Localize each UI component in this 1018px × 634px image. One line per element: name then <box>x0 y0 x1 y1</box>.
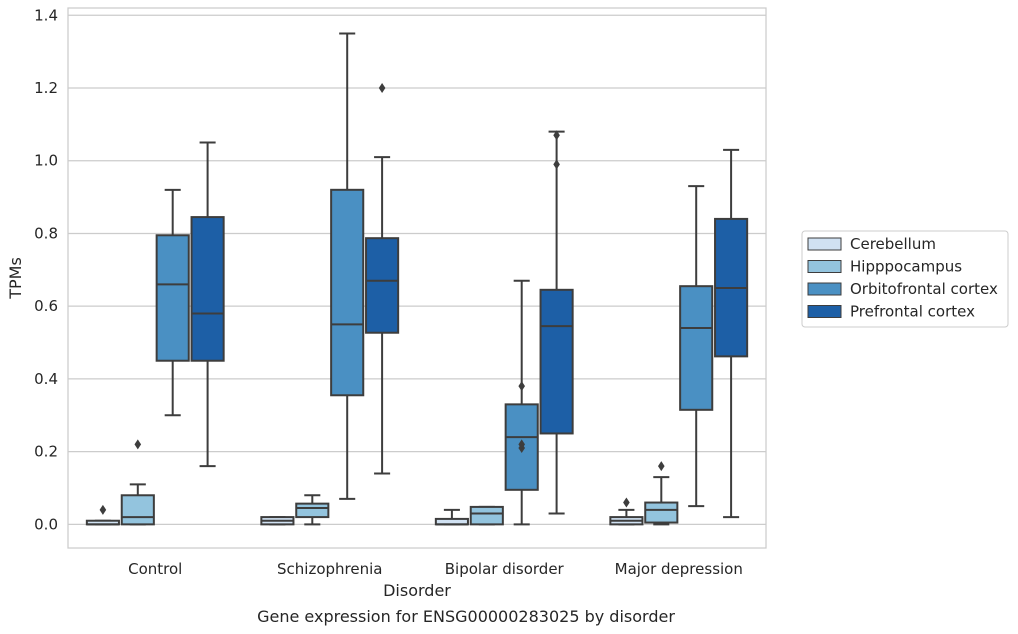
legend-swatch <box>807 282 842 296</box>
y-tick-label: 0.2 <box>34 443 58 461</box>
box-0-2 <box>155 188 190 417</box>
box-iqr <box>469 505 504 526</box>
box-3-0 <box>609 497 644 526</box>
outlier-point <box>518 381 525 392</box>
plot-frame <box>67 7 767 549</box>
outlier-point <box>658 461 665 472</box>
x-axis-label: Disorder <box>383 581 451 600</box>
legend-label: Orbitofrontal cortex <box>850 280 998 298</box>
legend-frame <box>801 230 1009 328</box>
y-tick-label: 0.0 <box>34 515 58 533</box>
outlier-point <box>378 83 386 93</box>
y-tick-label: 0.6 <box>34 297 58 315</box>
x-tick-labels: Control Schizophrenia Bipolar disorder Majo… <box>128 560 743 578</box>
y-tick-label: 0.8 <box>34 224 58 242</box>
box-iqr <box>330 188 365 397</box>
box-iqr <box>539 288 574 435</box>
box-3-1 <box>644 461 679 526</box>
x-tick-label: Bipolar disorder <box>445 560 565 578</box>
legend-label: Prefrontal cortex <box>850 303 975 321</box>
y-tick-label: 1.0 <box>34 152 58 170</box>
y-tick-label: 0.4 <box>34 370 58 388</box>
box-1-2 <box>330 32 365 500</box>
box-3-3 <box>714 148 749 519</box>
box-1-3 <box>365 83 400 475</box>
y-axis-label: TPMs <box>6 257 25 300</box>
box-0-1 <box>120 439 155 526</box>
outlier-point <box>553 159 560 170</box>
x-tick-label: Schizophrenia <box>277 560 382 578</box>
box-iqr <box>190 216 225 362</box>
outlier-point <box>134 439 142 450</box>
box-iqr <box>120 494 155 526</box>
box-iqr <box>295 502 330 519</box>
outlier-point <box>518 439 525 450</box>
legend: Cerebellum Hipppocampus Orbitofrontal cort… <box>801 230 1009 328</box>
box-2-1 <box>469 505 504 526</box>
box-3-2 <box>679 185 714 508</box>
outlier-point <box>623 497 630 508</box>
outlier-point <box>99 504 107 515</box>
box-iqr <box>644 501 679 524</box>
box-iqr <box>365 237 400 334</box>
x-tick-label: Major depression <box>615 560 743 578</box>
legend-swatch <box>807 305 842 318</box>
box-2-0 <box>434 508 469 526</box>
box-0-0 <box>85 504 120 526</box>
legend-label: Cerebellum <box>850 235 936 253</box>
legend-swatch <box>807 260 842 273</box>
box-iqr <box>155 234 190 362</box>
x-tick-label: Control <box>128 560 182 578</box>
box-2-2 <box>504 279 539 526</box>
outlier-point <box>553 130 560 141</box>
box-0-3 <box>190 141 225 468</box>
box-iqr <box>679 285 714 411</box>
box-1-1 <box>295 494 330 526</box>
legend-label: Hipppocampus <box>850 258 962 276</box>
box-plots <box>85 32 749 526</box>
y-tick-labels: 0.0 0.2 0.4 0.6 0.8 1.0 1.2 1.4 <box>34 6 58 533</box>
y-tick-label: 1.4 <box>34 6 58 24</box>
legend-swatch <box>807 237 842 251</box>
box-1-0 <box>260 516 295 526</box>
chart-caption: Gene expression for ENSG00000283025 by d… <box>257 607 675 626</box>
y-tick-label: 1.2 <box>34 79 58 97</box>
box-2-3 <box>539 130 574 515</box>
